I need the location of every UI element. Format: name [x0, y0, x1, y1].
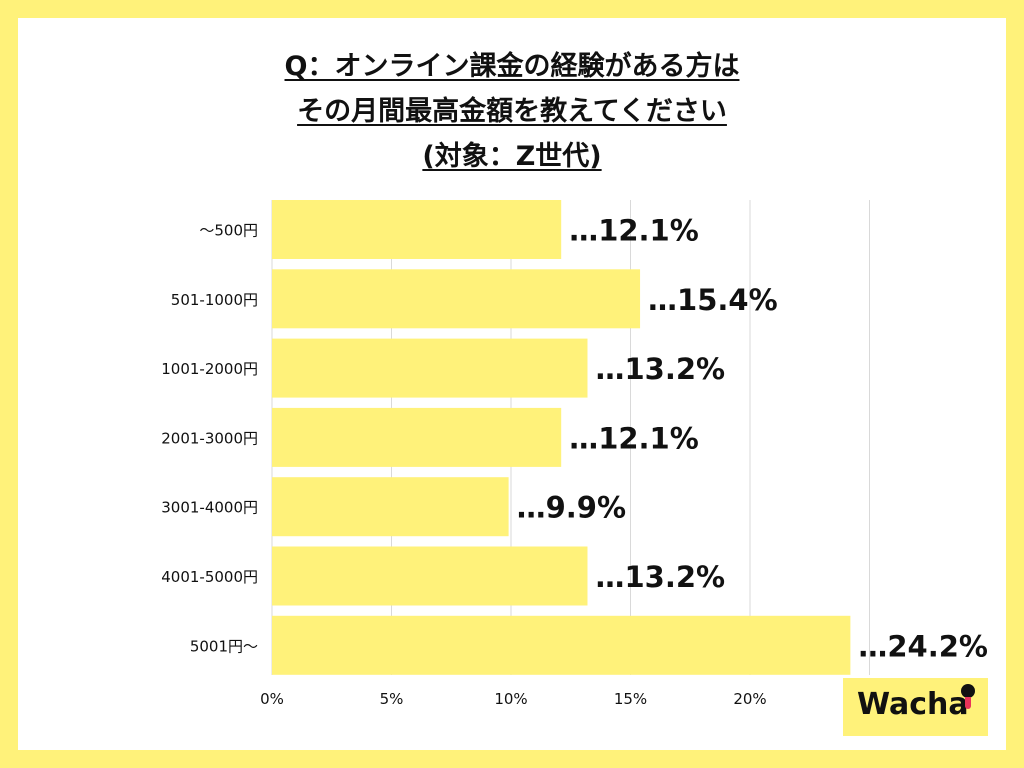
- bar-2: [272, 338, 588, 398]
- bar-0: [272, 200, 562, 259]
- data-label-3: …12.1%: [569, 421, 699, 455]
- category-label-4: 3001-4000円: [161, 499, 258, 517]
- category-label-6: 5001円〜: [190, 637, 258, 655]
- category-label-2: 1001-2000円: [161, 360, 258, 378]
- data-label-4: …9.9%: [517, 491, 626, 525]
- data-label-5: …13.2%: [595, 560, 725, 594]
- x-tick-label-2: 10%: [494, 690, 527, 708]
- data-label-1: …15.4%: [648, 283, 778, 317]
- data-label-0: …12.1%: [569, 214, 699, 248]
- category-label-5: 4001-5000円: [161, 568, 258, 586]
- x-tick-label-3: 15%: [614, 690, 647, 708]
- category-label-0: 〜500円: [199, 222, 258, 240]
- bar-6: [272, 615, 851, 675]
- bar-4: [272, 477, 509, 537]
- x-tick-label-0: 0%: [260, 690, 284, 708]
- x-tick-label-1: 5%: [380, 690, 404, 708]
- data-label-6: …24.2%: [858, 629, 988, 663]
- category-label-3: 2001-3000円: [161, 429, 258, 447]
- data-label-2: …13.2%: [595, 352, 725, 386]
- logo-text: Wacha: [857, 687, 969, 722]
- x-tick-label-4: 20%: [733, 690, 766, 708]
- wacha-logo: Wacha: [843, 678, 988, 736]
- bar-3: [272, 407, 562, 467]
- bar-5: [272, 546, 588, 606]
- title-line-3: (対象：Z世代): [422, 141, 602, 172]
- chart-title: Q：オンライン課金の経験がある方は その月間最高金額を教えてください (対象：Z…: [0, 44, 1024, 179]
- title-line-2: その月間最高金額を教えてください: [297, 96, 727, 127]
- title-line-1: Q：オンライン課金の経験がある方は: [284, 51, 740, 82]
- logo-mascot-icon: [961, 684, 975, 698]
- category-label-1: 501-1000円: [171, 291, 258, 309]
- bar-1: [272, 269, 641, 329]
- logo-tongue-icon: [965, 697, 971, 709]
